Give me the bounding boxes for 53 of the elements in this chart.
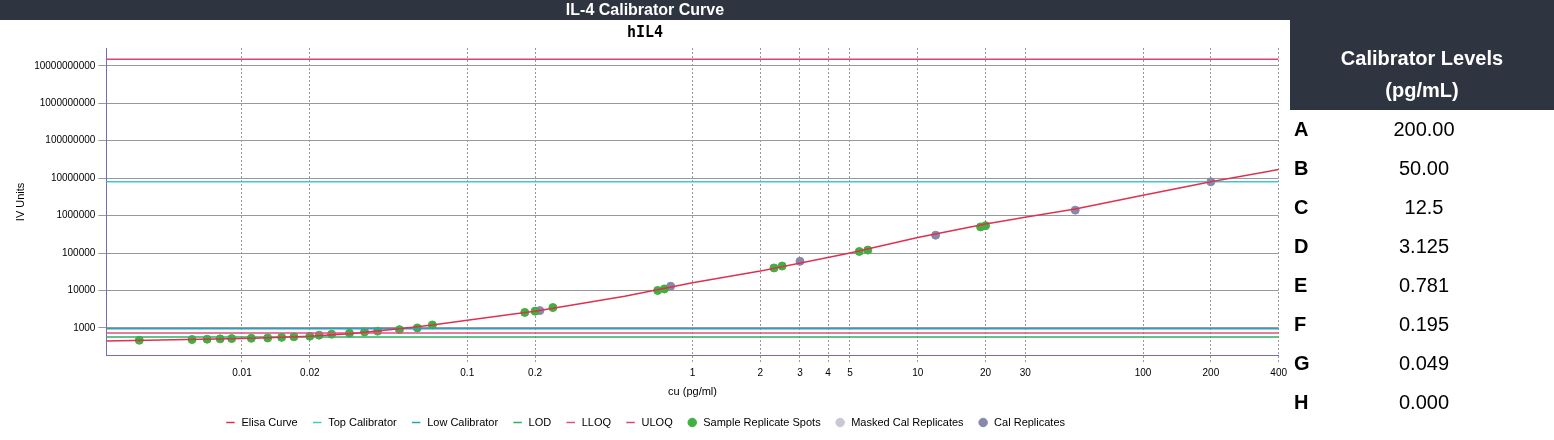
x-tick-label: 5 <box>847 366 854 378</box>
x-tick-label: 100 <box>1134 366 1152 378</box>
x-tick-label: 0.2 <box>528 366 543 378</box>
legend-label: Top Calibrator <box>328 415 398 428</box>
text: 50.00 <box>1398 157 1450 179</box>
legend-label: Low Calibrator <box>427 415 499 428</box>
y-tick-label: 10000 <box>67 284 96 296</box>
category-label: H <box>1293 391 1310 414</box>
x-tick-label: 400 <box>1270 366 1288 378</box>
legend-label: LOD <box>528 415 552 428</box>
text: 3.125 <box>1398 235 1450 257</box>
text: 12.5 <box>1404 196 1444 218</box>
x-axis-title: cu (pg/ml) <box>668 385 717 398</box>
y-tick-label: 100000000 <box>45 134 96 146</box>
category-label: B <box>1293 157 1310 180</box>
chart-subtitle: hIL4 <box>626 22 664 41</box>
x-tick-label: 10 <box>912 366 924 378</box>
category-label: D <box>1293 235 1310 258</box>
chart-title: IL-4 Calibrator Curve <box>0 0 1290 20</box>
legend-label: Sample Replicate Spots <box>703 415 822 428</box>
legend-label: Masked Cal Replicates <box>851 415 965 428</box>
x-tick-label: 1 <box>689 366 696 378</box>
category-label: F <box>1293 313 1308 336</box>
x-tick-label: 20 <box>980 366 992 378</box>
text: 0.195 <box>1398 313 1450 335</box>
y-tick-label: 10000000 <box>50 171 96 183</box>
text: 0.049 <box>1398 352 1450 374</box>
x-tick-label: 0.01 <box>232 366 253 378</box>
x-tick-label: 200 <box>1202 366 1220 378</box>
text: Calibrator Levels (pg/mL) <box>1339 46 1505 103</box>
y-tick-label: 1000 <box>73 321 96 333</box>
y-tick-label: 10000000000 <box>34 59 96 71</box>
text: 0.000 <box>1398 391 1450 413</box>
category-label: G <box>1293 352 1311 375</box>
x-tick-label: 3 <box>797 366 804 378</box>
legend-label: Elisa Curve <box>241 415 298 428</box>
category-label: E <box>1293 274 1309 297</box>
text: 0.781 <box>1398 274 1450 296</box>
text: 200.00 <box>1393 118 1455 140</box>
x-tick-label: 0.1 <box>460 366 475 378</box>
x-tick-label: 2 <box>757 366 764 378</box>
category-label: A <box>1293 118 1310 141</box>
y-tick-label: 100000 <box>62 246 96 258</box>
x-tick-label: 30 <box>1019 366 1032 378</box>
y-tick-label: 1000000 <box>56 209 96 221</box>
legend-label: Cal Replicates <box>994 415 1066 428</box>
y-axis-title: IV Units <box>13 182 26 222</box>
y-tick-label: 1000000000 <box>39 97 96 109</box>
x-tick-label: 0.02 <box>300 366 320 378</box>
x-tick-label: 4 <box>825 366 832 378</box>
legend-label: LLOQ <box>581 415 612 428</box>
category-label: C <box>1293 196 1310 219</box>
legend-label: ULOQ <box>641 415 674 428</box>
